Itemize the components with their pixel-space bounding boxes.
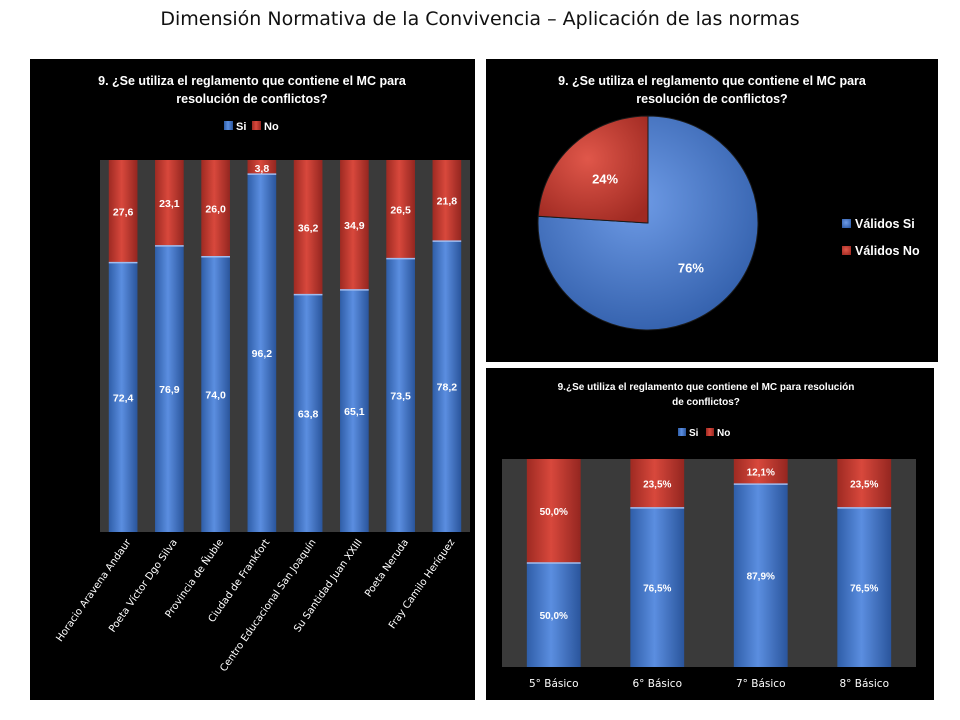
x-tick-label: 8° Básico	[840, 678, 890, 690]
pie-slice-no	[537, 115, 649, 224]
x-tick-label: 5° Básico	[529, 678, 579, 690]
bar-no	[108, 160, 138, 263]
bar-si	[837, 507, 892, 667]
bar-no	[630, 459, 685, 508]
chart-title-line: 9. ¿Se utiliza el reglamento que contien…	[98, 74, 407, 88]
x-tick-label: Centro Educacional San Joaquín	[218, 537, 319, 674]
x-tick-label: Horacio Aravena Andaur	[54, 537, 134, 644]
bar-no	[386, 160, 415, 259]
chart-title-line: 9.¿Se utiliza el reglamento que contiene…	[558, 382, 855, 393]
chart-svg-grades: 9.¿Se utiliza el reglamento que contiene…	[502, 382, 916, 690]
chart-svg-schools: 9. ¿Se utiliza el reglamento que contien…	[54, 74, 470, 674]
data-label-no: 21,8	[437, 196, 458, 208]
bar-si	[293, 294, 323, 532]
page-title: Dimensión Normativa de la Convivencia – …	[160, 8, 800, 30]
data-label-no: 34,9	[344, 220, 365, 232]
data-label-si: 96,2	[252, 348, 273, 360]
legend-label-si: Si	[689, 428, 699, 439]
bar-no	[837, 459, 892, 508]
data-label-si: 73,5	[390, 390, 411, 402]
data-label-si: 65,1	[344, 406, 365, 418]
bar-no	[293, 160, 323, 295]
pie-chart-validos: 9. ¿Se utiliza el reglamento que contien…	[486, 59, 938, 362]
bar-no	[247, 160, 277, 175]
bar-si	[340, 289, 369, 532]
data-label-si: 78,2	[437, 382, 458, 394]
pie-data-label: 76%	[678, 260, 704, 275]
bar-no	[733, 459, 788, 485]
data-label-si: 76,5%	[850, 583, 878, 594]
x-tick-label: 7° Básico	[736, 678, 786, 690]
legend-swatch-no	[252, 121, 261, 130]
data-label-si: 72,4	[113, 392, 134, 404]
data-label-no: 26,5	[390, 204, 411, 216]
legend-label: Válidos No	[855, 244, 920, 258]
x-tick-label: 6° Básico	[633, 678, 683, 690]
stacked-bar-chart-grades: 9.¿Se utiliza el reglamento que contiene…	[486, 368, 934, 700]
bar-si	[108, 262, 138, 532]
bar-si	[630, 507, 685, 667]
bar-si	[526, 563, 581, 667]
bar-si	[247, 174, 277, 533]
data-label-no: 50,0%	[540, 507, 568, 518]
legend-label-si: Si	[236, 121, 246, 133]
data-label-si: 76,5%	[643, 583, 671, 594]
legend-label: Válidos Si	[855, 217, 915, 231]
data-label-no: 12,1%	[747, 468, 775, 479]
data-label-no: 36,2	[298, 222, 319, 234]
data-label-no: 23,5%	[850, 479, 878, 490]
legend-swatch-si	[224, 121, 233, 130]
bar-no	[155, 160, 184, 246]
bar-no	[432, 160, 462, 242]
data-label-si: 50,0%	[540, 611, 568, 622]
bar-si	[201, 256, 230, 532]
bar-no	[201, 160, 230, 257]
x-tick-label: Poeta Neruda	[363, 537, 411, 599]
bar-si	[386, 258, 415, 532]
data-label-si: 63,8	[298, 408, 319, 420]
legend-swatch	[842, 219, 851, 228]
legend-label-no: No	[717, 428, 730, 439]
legend-swatch	[842, 246, 851, 255]
chart-title-line: de conflictos?	[672, 397, 740, 408]
bar-si	[733, 484, 788, 667]
data-label-no: 26,0	[205, 203, 226, 215]
stacked-bar-chart-schools: 9. ¿Se utiliza el reglamento que contien…	[30, 59, 475, 700]
data-label-si: 76,9	[159, 384, 180, 396]
pie-data-label: 24%	[592, 172, 618, 187]
data-label-no: 27,6	[113, 206, 134, 218]
bar-si	[432, 241, 462, 532]
chart-title-line: resolución de conflictos?	[176, 92, 327, 106]
data-label-no: 3,8	[255, 163, 270, 175]
data-label-no: 23,5%	[643, 479, 671, 490]
legend-label-no: No	[264, 121, 279, 133]
chart-title-line: resolución de conflictos?	[636, 92, 787, 106]
data-label-si: 74,0	[205, 389, 226, 401]
bar-no	[526, 459, 581, 563]
data-label-si: 87,9%	[747, 572, 775, 583]
chart-title-line: 9. ¿Se utiliza el reglamento que contien…	[558, 74, 867, 88]
bar-si	[155, 245, 184, 532]
legend-swatch-si	[678, 428, 686, 436]
bar-no	[340, 160, 369, 290]
data-label-no: 23,1	[159, 198, 180, 210]
chart-svg-pie: 9. ¿Se utiliza el reglamento que contien…	[537, 74, 920, 331]
legend-swatch-no	[706, 428, 714, 436]
